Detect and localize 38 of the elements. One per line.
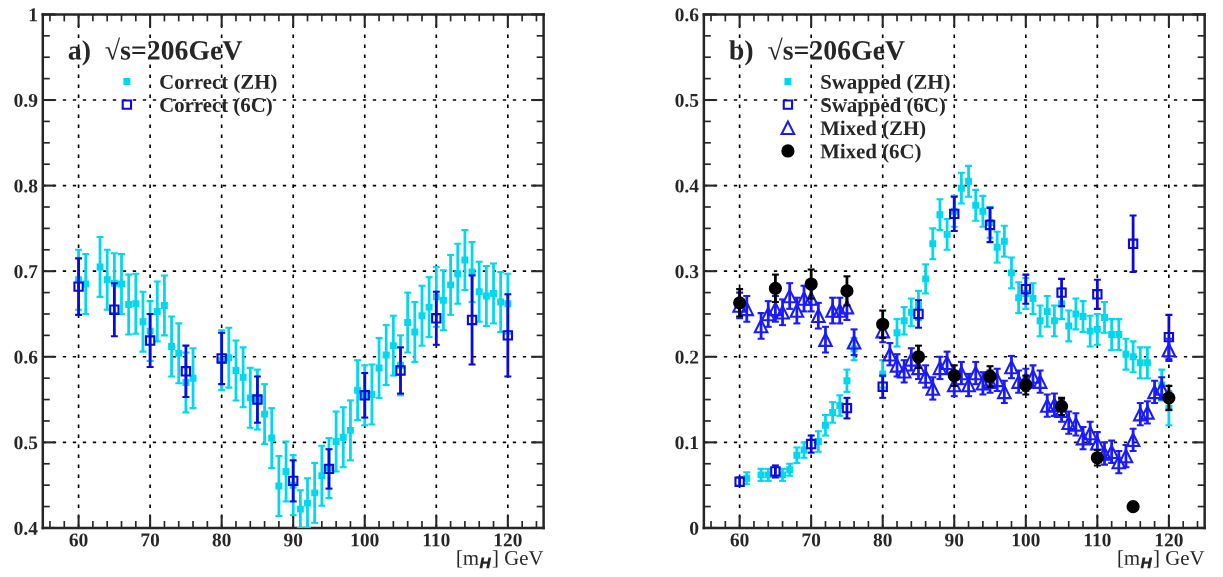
x-tick-label: 110: [423, 533, 450, 547]
x-tick-label: 90: [945, 533, 964, 547]
y-tick-label: 0.9: [14, 93, 38, 108]
x-tick-label: 120: [494, 533, 522, 547]
text: b) √s=206GeV: [729, 37, 905, 66]
x-tick-label: 100: [1012, 533, 1040, 547]
y-tick-label: 0.4: [14, 521, 38, 535]
y-tick-label: 0.6: [14, 350, 38, 364]
y-tick-label: 1: [29, 8, 37, 22]
y-tick-label: 0: [690, 521, 699, 535]
legend-label: Correct (ZH): [160, 74, 277, 94]
y-tick-label: 0.7: [14, 265, 38, 279]
y-tick-label: 0.3: [675, 265, 699, 279]
x-axis-title: [m$_{H}$] GeV: [457, 550, 544, 569]
y-tick-label: 0.6: [675, 8, 699, 22]
x-tick-label: 80: [212, 533, 231, 547]
text: a) √s=206GeV: [68, 37, 243, 66]
x-tick-label: 80: [873, 533, 892, 547]
x-axis-title: [m$_{H}$] GeV: [1118, 550, 1205, 569]
x-tick-label: 110: [1084, 533, 1111, 547]
x-tick-label: 70: [802, 533, 821, 547]
x-tick-label: 70: [141, 533, 160, 547]
legend-label: Mixed (ZH): [820, 120, 926, 140]
y-tick-label: 0.4: [675, 179, 699, 193]
y-tick-label: 0.1: [675, 436, 698, 450]
y-tick-label: 0.2: [675, 350, 699, 364]
x-tick-label: 100: [351, 533, 379, 547]
y-tick-label: 0.5: [675, 93, 699, 108]
legend-label: Correct (6C): [160, 97, 272, 117]
legend-label: Swapped (6C): [821, 97, 945, 117]
y-tick-label: 0.5: [14, 436, 38, 450]
x-tick-label: 120: [1155, 533, 1183, 547]
x-tick-label: 90: [284, 533, 303, 547]
legend-label: Swapped (ZH): [821, 74, 950, 94]
x-tick-label: 60: [730, 533, 749, 547]
x-tick-label: 60: [69, 533, 88, 547]
legend-label: Mixed (6C): [820, 143, 921, 163]
y-tick-label: 0.8: [14, 179, 38, 193]
